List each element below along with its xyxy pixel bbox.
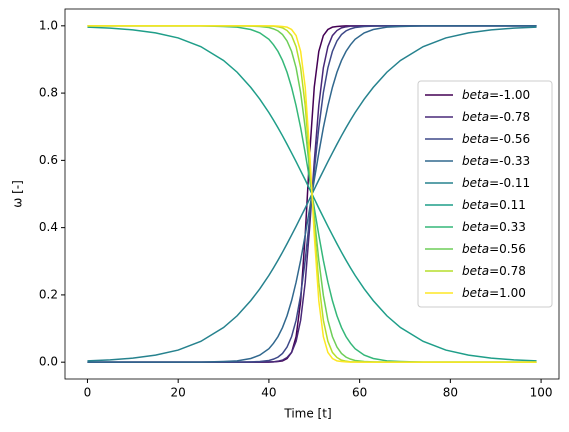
- x-axis-label: Time [t]: [283, 407, 331, 421]
- y-tick-label: 0.8: [39, 86, 58, 100]
- legend-label: beta=1.00: [462, 286, 526, 300]
- y-tick-label: 0.6: [39, 153, 58, 167]
- x-tick-label: 40: [261, 386, 276, 400]
- legend-label: beta=-1.00: [462, 88, 530, 102]
- legend-label: beta=-0.11: [462, 176, 530, 190]
- x-tick-label: 0: [84, 386, 92, 400]
- y-axis-label: ω [-]: [11, 180, 25, 208]
- legend-box: [417, 80, 553, 308]
- legend-label: beta=-0.33: [462, 154, 530, 168]
- y-tick-label: 0.0: [39, 355, 58, 369]
- y-tick-label: 0.2: [39, 287, 58, 301]
- axes-frame: [64, 8, 560, 380]
- x-tick-label: 100: [530, 386, 553, 400]
- y-tick-label: 0.4: [39, 220, 58, 234]
- x-tick-label: 60: [352, 386, 367, 400]
- legend-label: beta=0.11: [462, 198, 526, 212]
- x-tick-label: 20: [171, 386, 186, 400]
- y-tick-label: 1.0: [39, 18, 58, 32]
- legend-label: beta=-0.56: [462, 132, 530, 146]
- legend-label: beta=-0.78: [462, 110, 530, 124]
- legend-label: beta=0.56: [462, 242, 526, 256]
- series-line: [87, 25, 537, 363]
- x-tick-label: 80: [443, 386, 458, 400]
- legend-label: beta=0.78: [462, 264, 526, 278]
- legend-label: beta=0.33: [462, 220, 526, 234]
